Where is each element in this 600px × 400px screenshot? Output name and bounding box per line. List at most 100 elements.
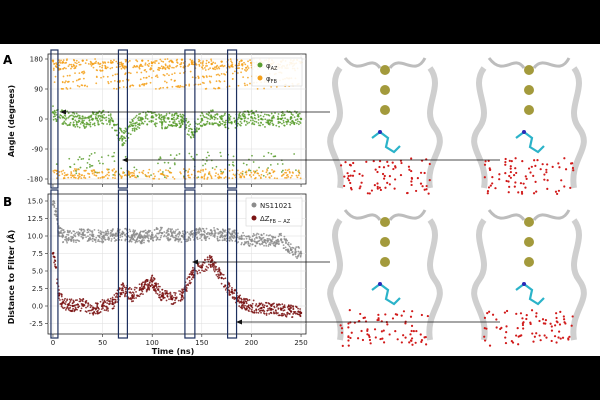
trajectory-point: [214, 68, 217, 71]
trajectory-point: [256, 172, 259, 175]
trajectory-point: [164, 64, 167, 67]
trajectory-point: [223, 121, 226, 124]
trajectory-point: [262, 174, 265, 177]
trajectory-point: [92, 62, 95, 65]
trajectory-point: [220, 282, 223, 285]
trajectory-point: [211, 259, 214, 262]
water-molecule: [544, 318, 548, 322]
trajectory-point: [236, 72, 239, 74]
trajectory-point: [122, 62, 124, 65]
trajectory-point: [138, 171, 141, 174]
trajectory-point: [262, 123, 264, 126]
trajectory-point: [138, 295, 141, 298]
trajectory-point: [233, 229, 236, 232]
trajectory-point: [274, 236, 277, 239]
trajectory-point: [262, 232, 265, 235]
trajectory-point: [83, 84, 86, 87]
trajectory-point: [202, 60, 205, 63]
trajectory-point: [99, 176, 102, 179]
trajectory-point: [250, 308, 253, 311]
trajectory-point: [292, 247, 295, 249]
trajectory-point: [88, 158, 90, 161]
trajectory-point: [161, 126, 163, 129]
trajectory-point: [214, 62, 217, 65]
trajectory-point: [187, 171, 189, 174]
trajectory-point: [129, 172, 131, 175]
trajectory-point: [248, 238, 251, 240]
water-molecule: [569, 162, 573, 165]
trajectory-point: [208, 173, 211, 175]
trajectory-point: [257, 122, 260, 124]
trajectory-point: [228, 291, 231, 294]
trajectory-point: [69, 121, 72, 124]
trajectory-point: [163, 161, 166, 164]
trajectory-point: [111, 126, 114, 129]
trajectory-point: [151, 274, 154, 277]
trajectory-point: [276, 163, 279, 165]
trajectory-point: [251, 238, 254, 241]
trajectory-point: [249, 61, 252, 64]
trajectory-point: [88, 312, 91, 315]
trajectory-point: [66, 173, 69, 176]
trajectory-point: [188, 84, 191, 87]
trajectory-point: [170, 235, 172, 238]
trajectory-point: [165, 235, 168, 238]
trajectory-point: [110, 117, 113, 120]
trajectory-point: [255, 233, 258, 236]
x-tick-label: 150: [195, 339, 208, 347]
water-molecule: [515, 171, 518, 175]
trajectory-point: [69, 309, 71, 312]
trajectory-point: [124, 137, 127, 140]
trajectory-point: [186, 277, 189, 280]
trajectory-point: [67, 112, 70, 114]
trajectory-point: [106, 299, 109, 302]
trajectory-point: [112, 155, 115, 158]
trajectory-point: [163, 296, 166, 299]
trajectory-point: [252, 233, 255, 235]
water-molecule: [572, 169, 575, 172]
data-point: [180, 58, 184, 61]
trajectory-point: [144, 63, 147, 66]
trajectory-point: [61, 173, 64, 175]
trajectory-point: [113, 305, 116, 307]
trajectory-point: [205, 65, 207, 67]
trajectory-point: [75, 59, 78, 62]
trajectory-point: [133, 174, 136, 177]
trajectory-point: [97, 61, 100, 64]
trajectory-point: [151, 239, 154, 241]
water-molecule: [519, 182, 523, 185]
trajectory-point: [155, 235, 158, 238]
highlight-window: [226, 49, 238, 189]
trajectory-point: [251, 306, 254, 309]
trajectory-point: [268, 243, 270, 246]
trajectory-point: [221, 122, 224, 125]
trajectory-point: [206, 256, 209, 259]
trajectory-point: [299, 315, 302, 318]
trajectory-point: [188, 232, 191, 235]
water-molecule: [533, 159, 536, 162]
trajectory-point: [82, 298, 85, 301]
water-molecule: [520, 192, 524, 195]
ion-sphere: [380, 65, 390, 75]
trajectory-point: [201, 124, 204, 127]
water-molecule: [504, 157, 507, 161]
trajectory-point: [133, 64, 136, 67]
trajectory-point: [265, 171, 268, 174]
trajectory-point: [158, 158, 161, 161]
trajectory-point: [79, 300, 82, 303]
trajectory-point: [214, 175, 217, 177]
trajectory-point: [110, 80, 112, 83]
water-molecule: [514, 157, 517, 160]
water-molecule: [555, 341, 558, 344]
trajectory-point: [168, 298, 170, 301]
trajectory-point: [65, 240, 68, 243]
trajectory-point: [136, 60, 139, 63]
data-point: [150, 280, 154, 283]
trajectory-point: [83, 169, 86, 172]
trajectory-point: [169, 154, 172, 156]
trajectory-point: [228, 65, 231, 68]
trajectory-point: [143, 283, 146, 286]
trajectory-point: [241, 170, 244, 173]
trajectory-point: [151, 76, 153, 79]
water-molecule: [369, 342, 372, 345]
